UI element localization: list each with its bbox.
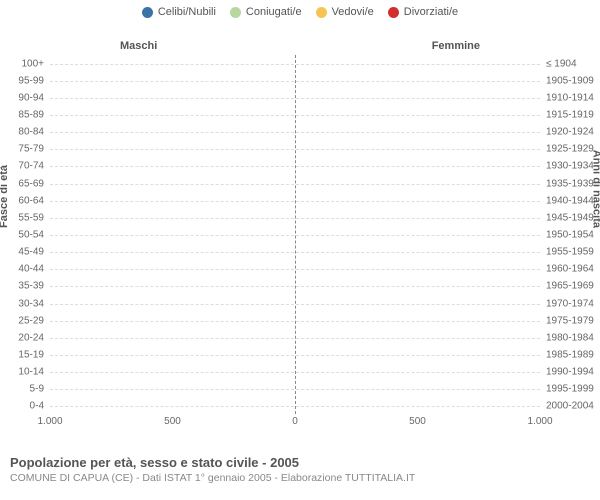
age-label: 65-69 xyxy=(18,178,50,189)
birth-label: 1915-1919 xyxy=(540,109,594,120)
age-row: 100+≤ 1904 xyxy=(50,55,540,72)
age-row: 35-391965-1969 xyxy=(50,278,540,295)
legend-label: Coniugati/e xyxy=(246,6,302,18)
age-row: 20-241980-1984 xyxy=(50,329,540,346)
age-row: 85-891915-1919 xyxy=(50,106,540,123)
age-row: 45-491955-1959 xyxy=(50,244,540,261)
birth-label: ≤ 1904 xyxy=(540,58,577,69)
female-label: Femmine xyxy=(432,40,480,52)
birth-label: 1980-1984 xyxy=(540,332,594,343)
legend-item: Celibi/Nubili xyxy=(142,6,216,18)
age-label: 40-44 xyxy=(18,264,50,275)
legend-item: Divorziati/e xyxy=(388,6,458,18)
x-axis: 1.00050005001.000 xyxy=(50,416,540,430)
male-label: Maschi xyxy=(120,40,157,52)
age-label: 80-84 xyxy=(18,127,50,138)
footer-subtitle: COMUNE DI CAPUA (CE) - Dati ISTAT 1° gen… xyxy=(10,472,590,484)
legend-label: Divorziati/e xyxy=(404,6,458,18)
birth-label: 1935-1939 xyxy=(540,178,594,189)
plot-area: 100+≤ 190495-991905-190990-941910-191485… xyxy=(50,54,540,414)
age-row: 70-741930-1934 xyxy=(50,158,540,175)
age-label: 75-79 xyxy=(18,144,50,155)
birth-label: 1995-1999 xyxy=(540,384,594,395)
age-label: 0-4 xyxy=(30,401,50,412)
legend-swatch xyxy=(142,7,153,18)
birth-label: 2000-2004 xyxy=(540,401,594,412)
legend-item: Vedovi/e xyxy=(316,6,374,18)
x-tick: 500 xyxy=(409,416,426,427)
birth-label: 1925-1929 xyxy=(540,144,594,155)
legend-swatch xyxy=(388,7,399,18)
footer-title: Popolazione per età, sesso e stato civil… xyxy=(10,455,590,470)
age-label: 95-99 xyxy=(18,75,50,86)
birth-label: 1970-1974 xyxy=(540,298,594,309)
age-label: 30-34 xyxy=(18,298,50,309)
birth-label: 1910-1914 xyxy=(540,92,594,103)
birth-label: 1920-1924 xyxy=(540,127,594,138)
age-label: 85-89 xyxy=(18,109,50,120)
x-tick: 0 xyxy=(292,416,298,427)
birth-label: 1975-1979 xyxy=(540,315,594,326)
x-tick: 1.000 xyxy=(527,416,552,427)
age-row: 25-291975-1979 xyxy=(50,312,540,329)
pyramid-chart: Maschi Femmine Fasce di età Anni di nasc… xyxy=(0,18,600,438)
birth-label: 1965-1969 xyxy=(540,281,594,292)
birth-label: 1960-1964 xyxy=(540,264,594,275)
legend-item: Coniugati/e xyxy=(230,6,302,18)
x-tick: 1.000 xyxy=(37,416,62,427)
age-label: 45-49 xyxy=(18,247,50,258)
age-label: 5-9 xyxy=(30,384,50,395)
age-row: 5-91995-1999 xyxy=(50,381,540,398)
birth-label: 1990-1994 xyxy=(540,367,594,378)
age-label: 100+ xyxy=(21,58,50,69)
birth-label: 1950-1954 xyxy=(540,229,594,240)
age-row: 55-591945-1949 xyxy=(50,209,540,226)
age-row: 15-191985-1989 xyxy=(50,346,540,363)
birth-label: 1945-1949 xyxy=(540,212,594,223)
age-label: 35-39 xyxy=(18,281,50,292)
birth-label: 1930-1934 xyxy=(540,161,594,172)
legend-label: Celibi/Nubili xyxy=(158,6,216,18)
age-label: 70-74 xyxy=(18,161,50,172)
chart-footer: Popolazione per età, sesso e stato civil… xyxy=(10,455,590,484)
age-label: 15-19 xyxy=(18,349,50,360)
age-row: 65-691935-1939 xyxy=(50,175,540,192)
age-label: 90-94 xyxy=(18,92,50,103)
age-label: 50-54 xyxy=(18,229,50,240)
birth-label: 1940-1944 xyxy=(540,195,594,206)
birth-label: 1905-1909 xyxy=(540,75,594,86)
birth-label: 1955-1959 xyxy=(540,247,594,258)
age-label: 20-24 xyxy=(18,332,50,343)
age-row: 90-941910-1914 xyxy=(50,89,540,106)
y-axis-title-left: Fasce di età xyxy=(0,165,10,228)
age-row: 95-991905-1909 xyxy=(50,72,540,89)
age-row: 10-141990-1994 xyxy=(50,364,540,381)
legend-swatch xyxy=(316,7,327,18)
birth-label: 1985-1989 xyxy=(540,349,594,360)
age-row: 30-341970-1974 xyxy=(50,295,540,312)
age-row: 60-641940-1944 xyxy=(50,192,540,209)
age-row: 80-841920-1924 xyxy=(50,124,540,141)
age-row: 0-42000-2004 xyxy=(50,398,540,415)
x-tick: 500 xyxy=(164,416,181,427)
age-label: 55-59 xyxy=(18,212,50,223)
age-label: 10-14 xyxy=(18,367,50,378)
age-label: 60-64 xyxy=(18,195,50,206)
age-row: 50-541950-1954 xyxy=(50,226,540,243)
legend: Celibi/Nubili Coniugati/e Vedovi/e Divorzia… xyxy=(0,0,600,18)
legend-swatch xyxy=(230,7,241,18)
legend-label: Vedovi/e xyxy=(332,6,374,18)
age-row: 75-791925-1929 xyxy=(50,141,540,158)
age-row: 40-441960-1964 xyxy=(50,261,540,278)
age-label: 25-29 xyxy=(18,315,50,326)
